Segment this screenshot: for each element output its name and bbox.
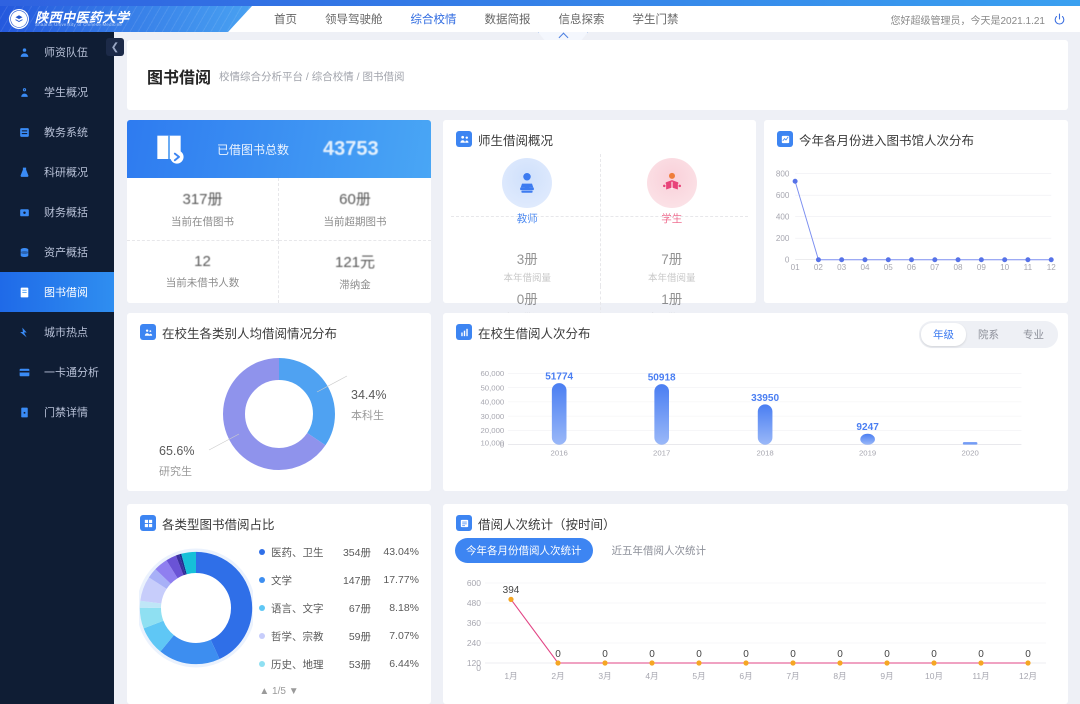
svg-text:800: 800 [776, 170, 790, 179]
svg-text:480: 480 [467, 598, 481, 608]
svg-text:360: 360 [467, 618, 481, 628]
svg-text:0: 0 [696, 649, 702, 660]
svg-text:0: 0 [931, 649, 937, 660]
svg-text:12: 12 [1047, 263, 1056, 272]
svg-text:600: 600 [776, 191, 790, 200]
svg-text:03: 03 [837, 263, 847, 272]
svg-text:2020: 2020 [961, 449, 979, 458]
svg-text:5月: 5月 [692, 671, 705, 681]
svg-text:6月: 6月 [739, 671, 752, 681]
svg-text:11: 11 [1024, 263, 1033, 272]
svg-text:0: 0 [555, 649, 561, 660]
svg-text:0: 0 [743, 649, 749, 660]
svg-text:8月: 8月 [833, 671, 846, 681]
svg-text:06: 06 [907, 263, 917, 272]
svg-text:01: 01 [791, 263, 801, 272]
svg-text:9月: 9月 [880, 671, 893, 681]
svg-text:65.6%: 65.6% [159, 444, 194, 458]
svg-text:33950: 33950 [751, 393, 779, 404]
svg-text:394: 394 [503, 585, 520, 596]
svg-text:07: 07 [930, 263, 940, 272]
svg-text:11月: 11月 [972, 671, 989, 681]
svg-text:7月: 7月 [786, 671, 799, 681]
svg-text:0: 0 [1025, 649, 1031, 660]
svg-text:20,000: 20,000 [480, 426, 504, 435]
svg-text:40,000: 40,000 [480, 398, 504, 407]
svg-text:50,000: 50,000 [480, 383, 504, 392]
svg-text:0: 0 [785, 256, 790, 265]
svg-text:05: 05 [884, 263, 894, 272]
svg-text:2017: 2017 [653, 449, 670, 458]
svg-text:240: 240 [467, 638, 481, 648]
svg-text:200: 200 [776, 234, 790, 243]
svg-text:本科生: 本科生 [351, 408, 384, 422]
svg-text:400: 400 [776, 213, 790, 222]
svg-text:08: 08 [954, 263, 964, 272]
svg-text:04: 04 [860, 263, 870, 272]
svg-text:3月: 3月 [598, 671, 611, 681]
svg-text:9247: 9247 [856, 422, 879, 433]
svg-text:0: 0 [602, 649, 608, 660]
svg-text:0: 0 [500, 440, 505, 449]
svg-text:60,000: 60,000 [480, 369, 504, 378]
svg-text:02: 02 [814, 263, 824, 272]
svg-text:34.4%: 34.4% [351, 388, 386, 402]
svg-text:2019: 2019 [859, 449, 876, 458]
svg-text:10月: 10月 [925, 671, 943, 681]
svg-text:0: 0 [790, 649, 796, 660]
svg-text:600: 600 [467, 578, 481, 588]
svg-text:10: 10 [1000, 263, 1010, 272]
svg-text:12月: 12月 [1019, 671, 1037, 681]
svg-text:09: 09 [977, 263, 987, 272]
svg-text:4月: 4月 [645, 671, 658, 681]
svg-text:研究生: 研究生 [159, 464, 192, 478]
svg-text:1月: 1月 [504, 671, 517, 681]
svg-text:0: 0 [837, 649, 843, 660]
svg-text:50918: 50918 [648, 373, 676, 384]
svg-text:51774: 51774 [545, 372, 573, 383]
svg-text:0: 0 [978, 649, 984, 660]
svg-text:0: 0 [476, 663, 481, 673]
svg-text:2月: 2月 [551, 671, 564, 681]
svg-text:2018: 2018 [756, 449, 773, 458]
svg-text:30,000: 30,000 [480, 412, 504, 421]
svg-text:0: 0 [884, 649, 890, 660]
svg-text:0: 0 [649, 649, 655, 660]
svg-text:2016: 2016 [551, 449, 568, 458]
